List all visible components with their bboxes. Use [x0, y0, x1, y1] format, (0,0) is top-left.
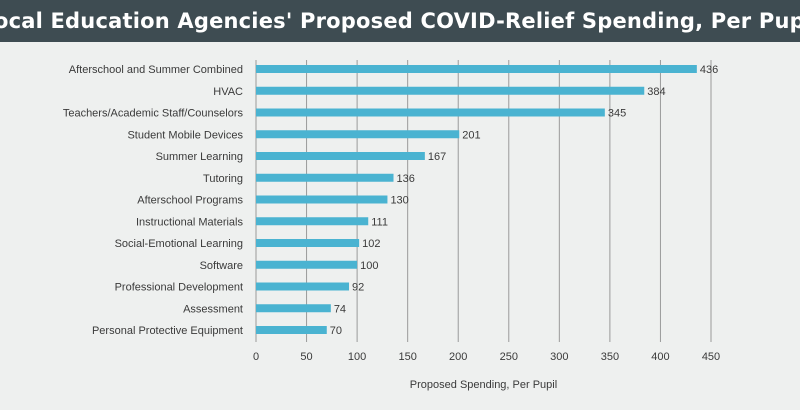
value-label: 102: [362, 238, 380, 250]
value-label: 136: [397, 173, 415, 185]
x-tick-label: 150: [398, 351, 416, 363]
bar: [256, 326, 327, 334]
value-label: 70: [330, 325, 342, 337]
x-tick-label: 450: [702, 351, 720, 363]
value-label: 201: [462, 129, 480, 141]
value-label: 384: [647, 86, 665, 98]
bar: [256, 304, 331, 313]
value-label: 100: [360, 260, 378, 272]
category-label: Social-Emotional Learning: [115, 238, 243, 250]
category-label: Personal Protective Equipment: [92, 325, 243, 337]
category-label: Student Mobile Devices: [127, 129, 243, 141]
bar: [256, 108, 605, 117]
x-tick-label: 50: [300, 351, 312, 363]
bar-chart: 0 50 100 150 200 250 300 350 400 450 Afterschool a…: [63, 60, 720, 391]
bar: [256, 65, 697, 73]
value-label: 167: [428, 151, 446, 163]
value-label: 345: [608, 108, 626, 120]
category-label: Afterschool Programs: [137, 195, 243, 207]
x-tick-label: 250: [500, 351, 518, 363]
title-bar: Local Education Agencies' Proposed COVID…: [0, 0, 800, 42]
value-label: 436: [700, 64, 718, 76]
category-label: Afterschool and Summer Combined: [69, 64, 243, 76]
chart-title: Local Education Agencies' Proposed COVID…: [0, 9, 800, 33]
category-label: Professional Development: [115, 282, 243, 294]
category-label: Teachers/Academic Staff/Counselors: [63, 108, 244, 120]
x-tick-label: 300: [550, 351, 568, 363]
bar: [256, 86, 645, 95]
category-label: Tutoring: [203, 173, 243, 185]
bar: [256, 152, 425, 160]
x-tick-label: 100: [348, 351, 366, 363]
category-label: Summer Learning: [156, 151, 243, 163]
value-label: 111: [371, 216, 388, 228]
category-label: Software: [200, 260, 243, 272]
bar: [256, 260, 358, 269]
value-label: 92: [352, 282, 364, 294]
bar: [256, 173, 394, 182]
category-label: HVAC: [213, 86, 243, 98]
value-label: 130: [390, 195, 408, 207]
bar: [256, 195, 388, 204]
bar: [256, 217, 369, 226]
x-tick-label: 350: [601, 351, 619, 363]
category-label: Instructional Materials: [136, 216, 243, 228]
x-tick-label: 0: [253, 351, 259, 363]
bar: [256, 282, 350, 291]
x-tick-label: 400: [651, 351, 669, 363]
bar: [256, 130, 460, 139]
bar: [256, 239, 360, 247]
category-label: Assessment: [183, 303, 243, 315]
x-axis-title: Proposed Spending, Per Pupil: [410, 379, 557, 391]
x-tick-label: 200: [449, 351, 467, 363]
value-label: 74: [334, 303, 346, 315]
